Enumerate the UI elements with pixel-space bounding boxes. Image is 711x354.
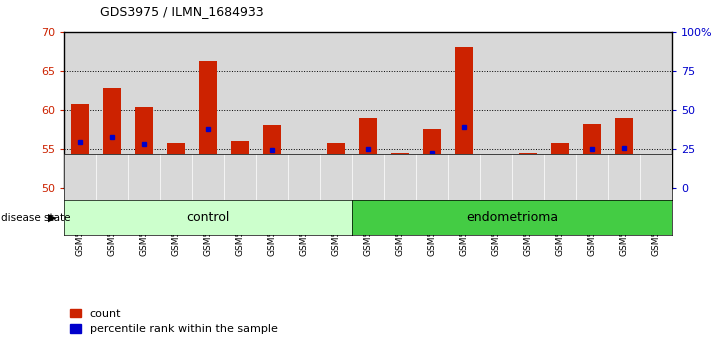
- Bar: [192, 32, 224, 188]
- Bar: [320, 32, 352, 188]
- Bar: [128, 32, 160, 188]
- Bar: [519, 153, 537, 188]
- Bar: [71, 104, 89, 188]
- Legend: count, percentile rank within the sample: count, percentile rank within the sample: [70, 308, 277, 334]
- Bar: [608, 32, 640, 188]
- Text: ▶: ▶: [48, 213, 57, 223]
- Bar: [583, 124, 601, 188]
- Bar: [327, 143, 345, 188]
- Bar: [224, 32, 256, 188]
- Text: control: control: [186, 211, 230, 224]
- Bar: [231, 141, 249, 188]
- Bar: [64, 32, 96, 188]
- Bar: [448, 32, 480, 188]
- Bar: [647, 168, 665, 188]
- Bar: [551, 143, 569, 188]
- Bar: [263, 125, 281, 188]
- Bar: [480, 32, 512, 188]
- Bar: [288, 32, 320, 188]
- Bar: [160, 32, 192, 188]
- Bar: [384, 32, 416, 188]
- Text: endometrioma: endometrioma: [466, 211, 558, 224]
- Bar: [512, 32, 544, 188]
- Bar: [640, 32, 672, 188]
- Bar: [135, 107, 153, 188]
- Bar: [487, 185, 505, 188]
- Bar: [416, 32, 448, 188]
- Bar: [96, 32, 128, 188]
- Bar: [455, 47, 473, 188]
- Text: disease state: disease state: [1, 213, 70, 223]
- Bar: [423, 129, 441, 188]
- Bar: [576, 32, 608, 188]
- Bar: [352, 32, 384, 188]
- Bar: [544, 32, 576, 188]
- Bar: [359, 118, 377, 188]
- Bar: [391, 153, 409, 188]
- Bar: [615, 118, 633, 188]
- Bar: [256, 32, 288, 188]
- Bar: [199, 61, 217, 188]
- Bar: [295, 166, 313, 188]
- Bar: [103, 88, 121, 188]
- Bar: [167, 143, 185, 188]
- Text: GDS3975 / ILMN_1684933: GDS3975 / ILMN_1684933: [100, 5, 263, 18]
